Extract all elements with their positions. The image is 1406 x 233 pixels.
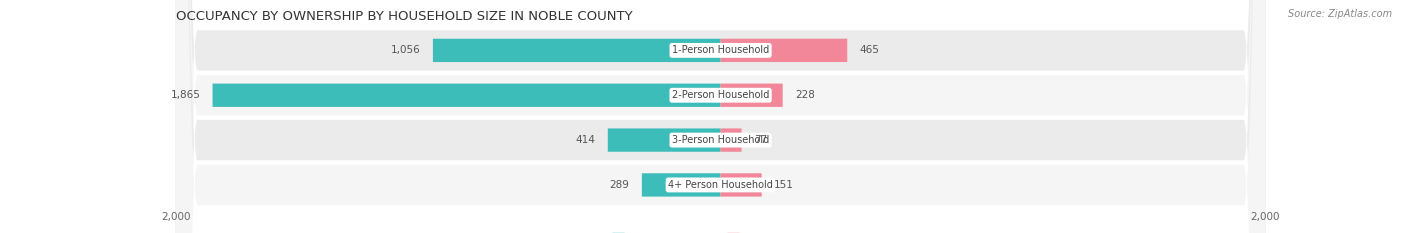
Text: 4+ Person Household: 4+ Person Household — [668, 180, 773, 190]
Text: 228: 228 — [794, 90, 815, 100]
FancyBboxPatch shape — [721, 84, 783, 107]
Text: 289: 289 — [610, 180, 630, 190]
FancyBboxPatch shape — [176, 0, 1265, 233]
FancyBboxPatch shape — [721, 39, 848, 62]
Legend: Owner-occupied, Renter-occupied: Owner-occupied, Renter-occupied — [607, 229, 834, 233]
Text: 1,056: 1,056 — [391, 45, 420, 55]
Text: 465: 465 — [859, 45, 879, 55]
Text: 2-Person Household: 2-Person Household — [672, 90, 769, 100]
Text: 151: 151 — [773, 180, 794, 190]
FancyBboxPatch shape — [643, 173, 721, 197]
Text: 1,865: 1,865 — [170, 90, 200, 100]
Text: Source: ZipAtlas.com: Source: ZipAtlas.com — [1288, 9, 1392, 19]
Text: 414: 414 — [575, 135, 596, 145]
Text: 3-Person Household: 3-Person Household — [672, 135, 769, 145]
Text: 77: 77 — [754, 135, 768, 145]
FancyBboxPatch shape — [721, 173, 762, 197]
FancyBboxPatch shape — [212, 84, 721, 107]
FancyBboxPatch shape — [176, 0, 1265, 233]
FancyBboxPatch shape — [721, 128, 741, 152]
FancyBboxPatch shape — [176, 0, 1265, 233]
FancyBboxPatch shape — [433, 39, 721, 62]
Text: 1-Person Household: 1-Person Household — [672, 45, 769, 55]
Text: OCCUPANCY BY OWNERSHIP BY HOUSEHOLD SIZE IN NOBLE COUNTY: OCCUPANCY BY OWNERSHIP BY HOUSEHOLD SIZE… — [176, 10, 633, 23]
FancyBboxPatch shape — [176, 0, 1265, 233]
FancyBboxPatch shape — [607, 128, 721, 152]
